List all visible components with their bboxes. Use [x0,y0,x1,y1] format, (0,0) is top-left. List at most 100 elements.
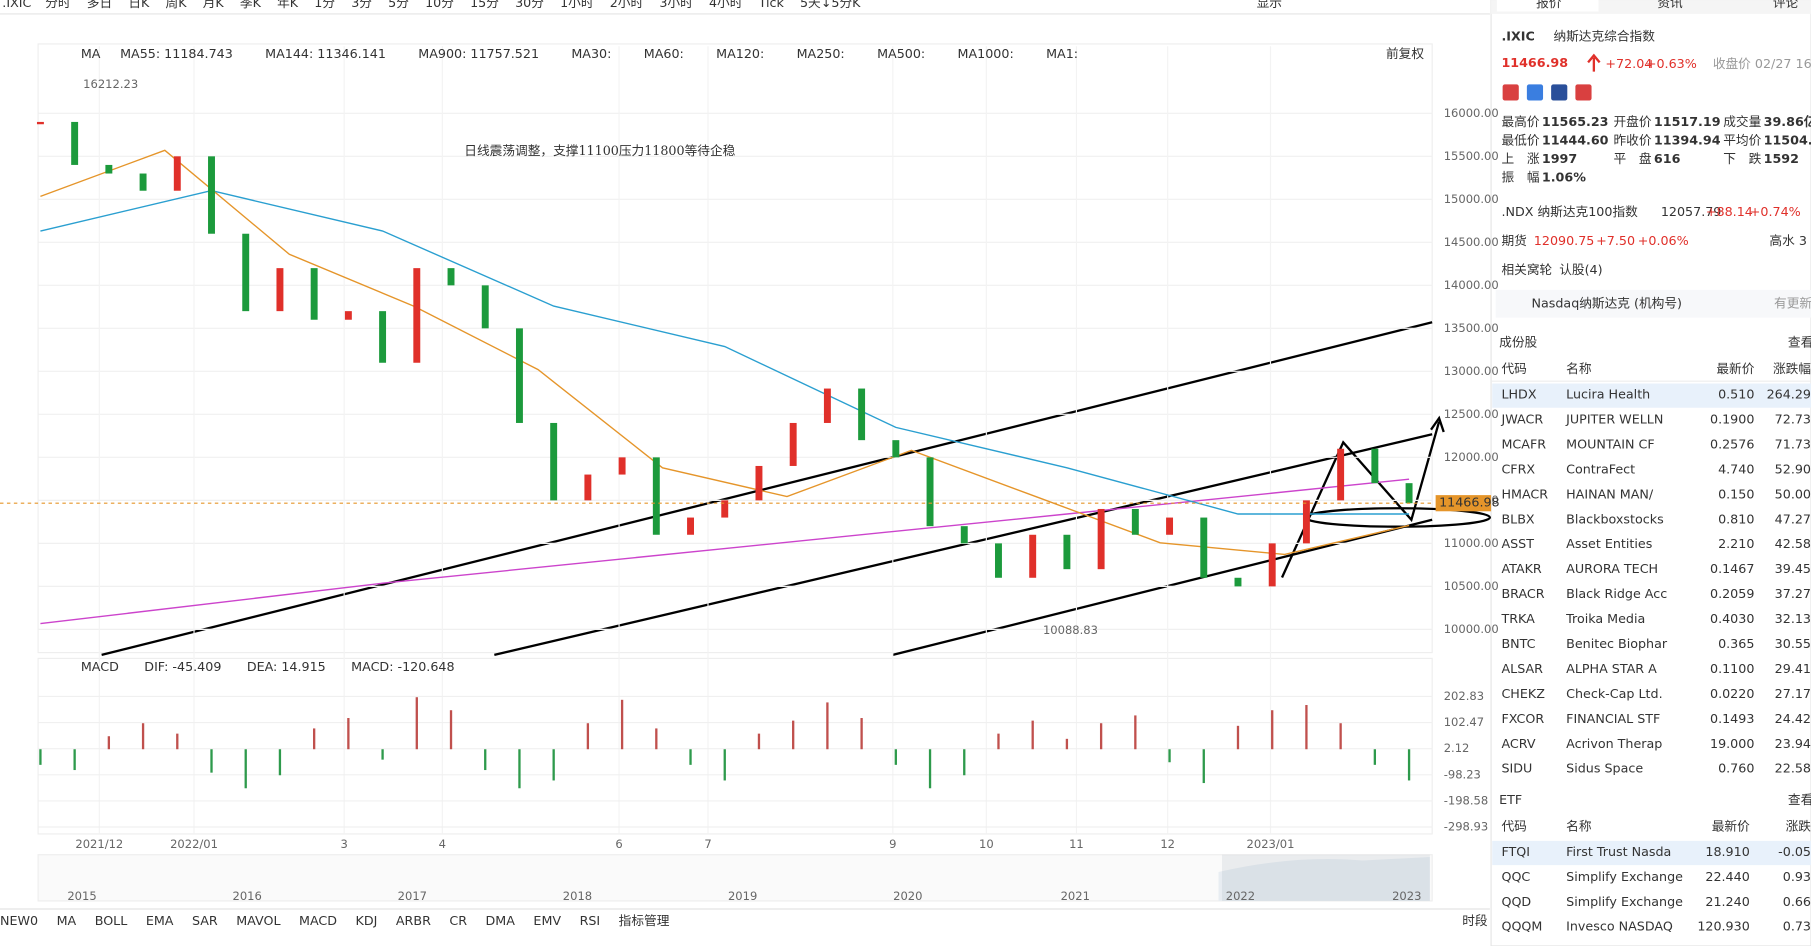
more-link[interactable]: 查看 [1788,335,1811,350]
indicator-tab[interactable]: DMA [486,913,516,928]
cell[interactable]: QQQM [1501,919,1542,934]
cell: Black Ridge Acc [1566,586,1667,601]
indicator-tab[interactable]: ARBR [396,913,431,928]
cell[interactable]: BLBX [1501,511,1534,526]
cell[interactable]: CHEKZ [1501,686,1545,701]
column-header: 最新价 [1716,361,1754,376]
period-tab[interactable]: 1分 [314,0,335,10]
cell[interactable]: QQC [1501,869,1530,884]
indicator-tab[interactable]: KDJ [356,913,378,928]
indicator-tab[interactable]: MACD [299,913,337,928]
adjust-button[interactable]: 前复权 [1386,46,1424,61]
period-tab[interactable]: 3分 [351,0,372,10]
ndx-price: 12057.79 [1661,204,1722,219]
period-tab[interactable]: 5分 [388,0,409,10]
more-link[interactable]: 查看 [1788,792,1811,807]
indicator-tab[interactable]: EMV [533,913,561,928]
timeframe-button[interactable]: 时段 [1462,913,1488,928]
navigator-year: 2017 [398,889,427,903]
period-tab[interactable]: 5天↓5分K [800,0,861,10]
period-tab[interactable]: 日K [128,0,150,10]
quote-tab[interactable]: 资讯 [1657,0,1683,10]
share-icon[interactable] [1575,84,1592,101]
macd-bar [1373,749,1377,765]
period-tab[interactable]: 2小时 [610,0,644,10]
column-header: 涨跌幅 [1773,361,1811,376]
period-tab[interactable]: 月K [203,0,225,10]
macd-bar [792,720,795,750]
indicator-tab[interactable]: RSI [580,913,601,928]
macd-bar [552,749,555,781]
period-tab[interactable]: 3小时 [659,0,693,10]
indicator-tab[interactable]: BOLL [95,913,128,928]
y-tick-label: 12000.00 [1444,450,1499,464]
indicator-tab[interactable]: CR [449,913,467,928]
cell[interactable]: ALSAR [1501,661,1543,676]
cell[interactable]: BNTC [1501,636,1535,651]
period-tab[interactable]: 季K [240,0,262,10]
indicator-tab[interactable]: 指标管理 [619,913,670,928]
quote-tab[interactable]: 评论 [1773,0,1799,10]
indicator-tab[interactable]: MAVOL [236,913,280,928]
macd-bar [312,728,316,750]
share-icon[interactable] [1502,84,1519,101]
cell: 21.240 [1705,894,1749,909]
cell[interactable]: JWACR [1500,411,1543,426]
period-tab[interactable]: Tick [758,0,785,10]
cell[interactable]: TRKA [1500,611,1535,626]
period-tab[interactable]: 30分 [515,0,544,10]
row-highlight [1492,840,1811,866]
share-icon[interactable] [1526,84,1544,101]
indicator-tab[interactable]: NEW0 [0,913,38,928]
cell[interactable]: HMACR [1501,486,1548,501]
ma-legend: MA60: [644,46,684,61]
cell: 52.90 [1775,461,1811,476]
cell[interactable]: FXCOR [1501,711,1544,726]
period-tab[interactable]: 10分 [425,0,454,10]
period-tab[interactable]: 4小时 [709,0,743,10]
ma55-line [40,149,1410,556]
period-tab[interactable]: 多日 [87,0,112,10]
macd-legend: MACD: -120.648 [351,659,454,674]
indicator-tab[interactable]: SAR [192,913,218,928]
cell[interactable]: CFRX [1501,461,1535,476]
display-button[interactable]: 显示 [1257,0,1282,10]
indicator-tab[interactable]: MA [57,913,77,928]
cell[interactable]: ASST [1501,536,1534,551]
navigator-window[interactable] [1221,854,1430,901]
macd-bar [244,749,247,789]
cell: Blackboxstocks [1566,511,1664,526]
cell[interactable]: ATAKR [1501,561,1541,576]
share-icon[interactable] [1551,84,1568,101]
stat-label: 最高价 [1501,114,1539,129]
futures-price: 12090.75 [1534,233,1595,248]
period-tab[interactable]: 周K [166,0,188,10]
cell[interactable]: ACRV [1501,736,1535,751]
cell[interactable]: FTQI [1501,844,1530,859]
cell[interactable]: QQD [1501,894,1531,909]
cell[interactable]: SIDU [1501,761,1532,776]
navigator [37,854,1433,902]
macd-bar [210,749,213,773]
column-header: 名称 [1566,818,1592,833]
stat-value: 11394.94 [1654,132,1721,147]
candle [310,268,318,320]
period-tab[interactable]: 年K [277,0,299,10]
period-tab[interactable]: 15分 [470,0,499,10]
cell: 37.27 [1775,586,1811,601]
cell[interactable]: MCAFR [1501,436,1546,451]
warrants-link[interactable]: 认股(4) [1559,262,1602,277]
macd-legend: MACD [81,659,119,674]
cell: 27.17 [1775,686,1811,701]
cell[interactable]: LHDX [1501,387,1536,402]
period-tab[interactable]: 1小时 [560,0,594,10]
navigator-year: 2015 [67,889,96,903]
quote-tab[interactable]: 报价 [1536,0,1562,10]
indicator-tab[interactable]: EMA [146,913,174,928]
cell[interactable]: BRACR [1501,586,1544,601]
macd-bar [963,749,966,776]
period-tab[interactable]: 分时 [45,0,71,10]
ma-legend: MA900: 11757.521 [418,46,539,61]
stat-label: 昨收价 [1613,132,1651,147]
column-header: 代码 [1501,361,1526,376]
